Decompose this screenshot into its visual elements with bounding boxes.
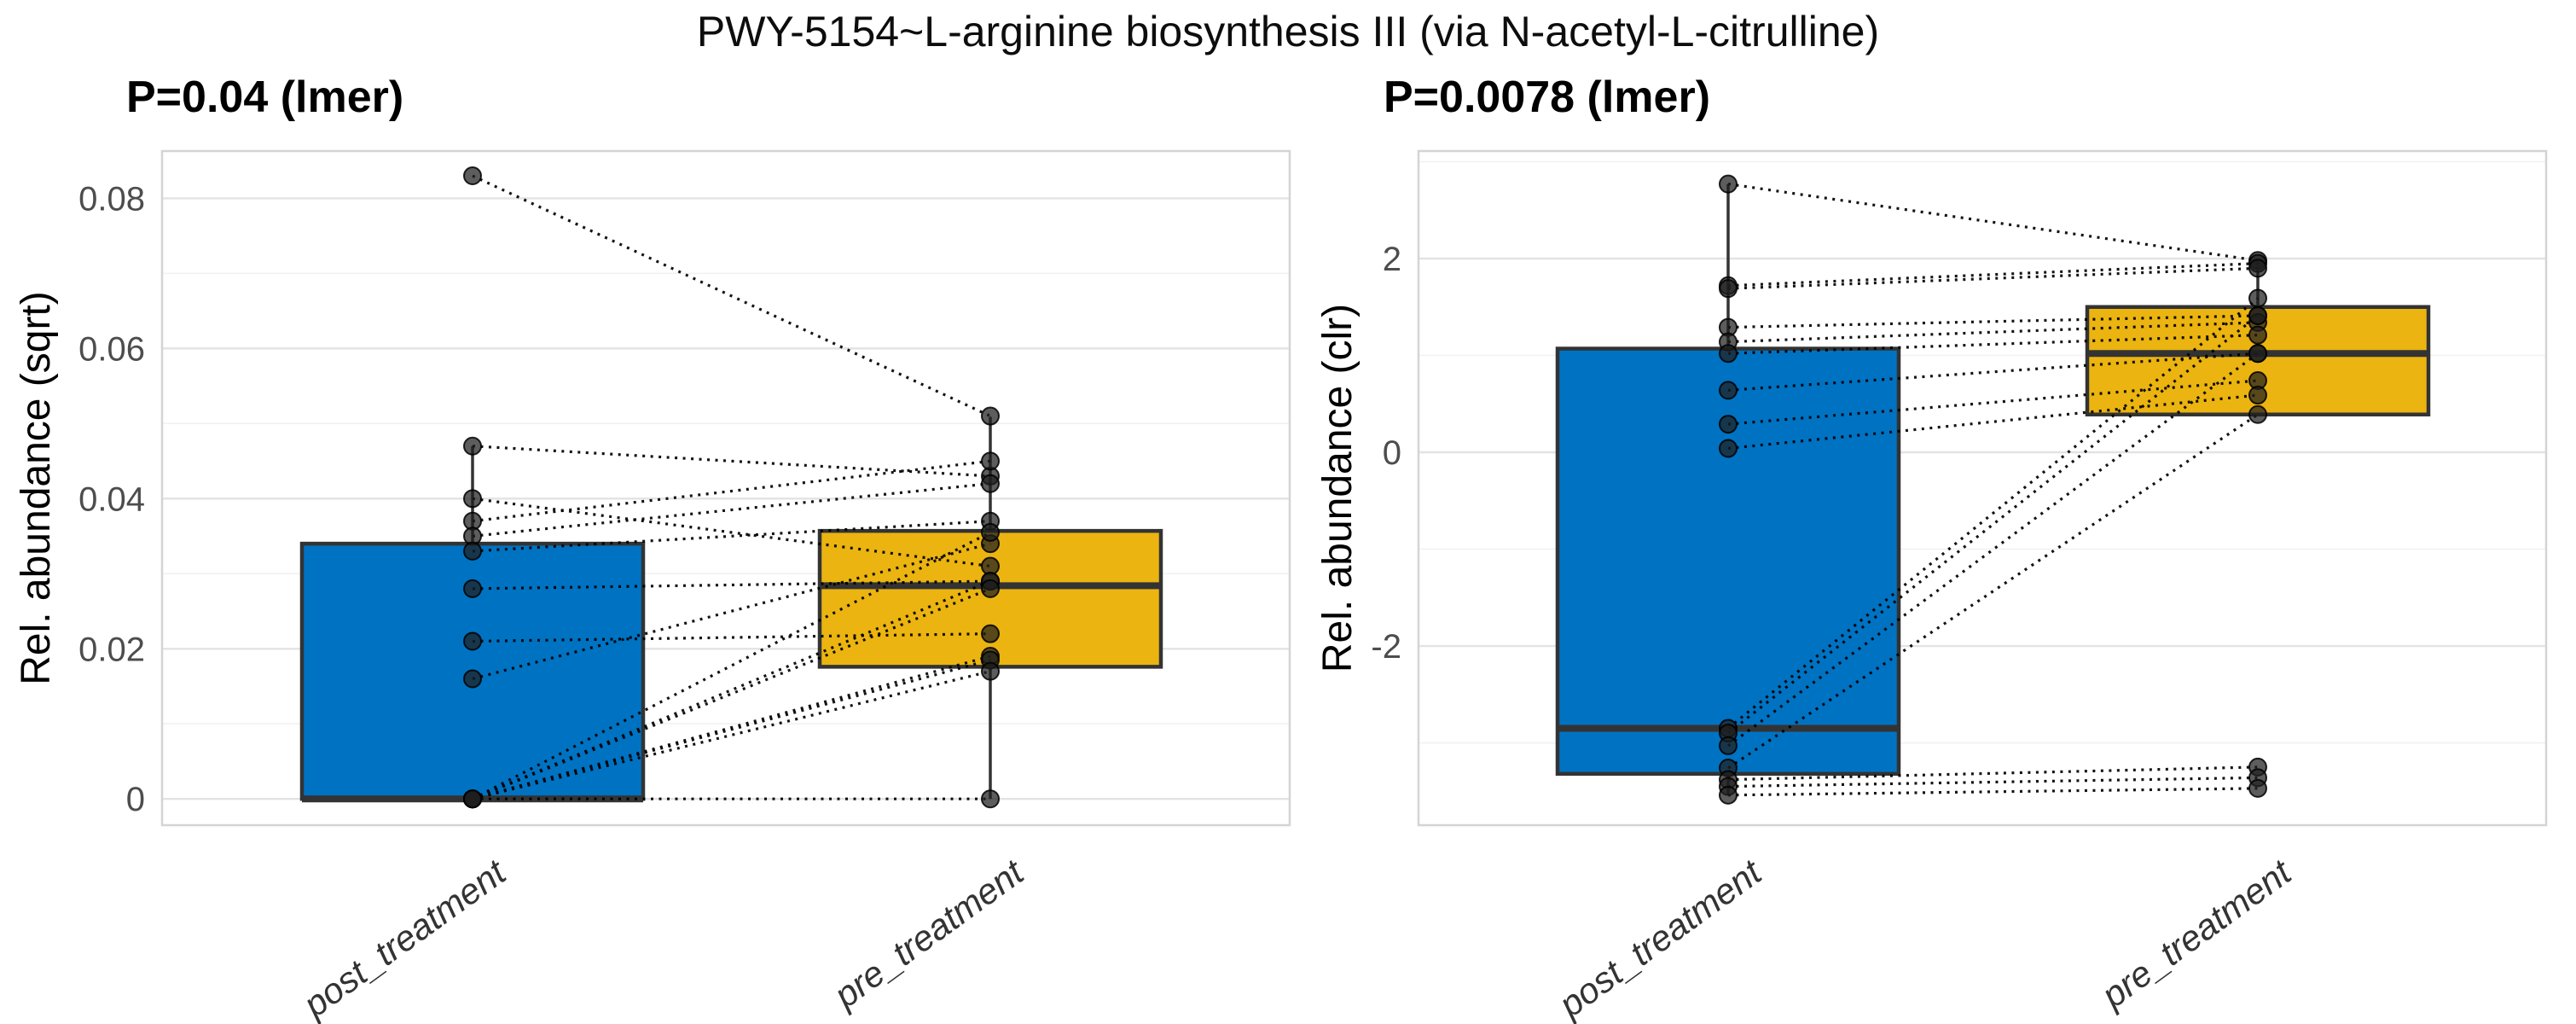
- pair-line: [1727, 183, 2259, 262]
- data-point: [981, 451, 1000, 471]
- data-point: [463, 166, 482, 186]
- data-point: [981, 661, 1000, 681]
- pair-line: [472, 542, 991, 681]
- data-point: [981, 789, 1000, 809]
- data-point: [1719, 439, 1738, 458]
- x-category-label: post_treatment: [1550, 851, 1770, 1024]
- pair-line: [472, 482, 991, 538]
- pair-line: [472, 658, 991, 800]
- data-point: [981, 474, 1000, 493]
- x-category-label: post_treatment: [294, 851, 514, 1024]
- data-point: [2248, 778, 2267, 798]
- pair-line: [472, 632, 991, 643]
- data-point: [981, 624, 1000, 643]
- data-point: [2248, 259, 2267, 278]
- pair-line: [1727, 787, 2259, 797]
- data-point: [2248, 404, 2267, 424]
- panel-left: 0 0.02 0.04 0.06 0.08 Rel. abundance (sqrt) po…: [14, 149, 1291, 1024]
- data-point: [463, 436, 482, 456]
- data-point: [981, 406, 1000, 426]
- data-point: [463, 789, 482, 809]
- x-category-label: pre_treatment: [826, 851, 1033, 1016]
- pair-line: [472, 174, 991, 417]
- data-point: [1719, 415, 1738, 434]
- panel-right-subtitle: P=0.0078 (lmer): [1384, 73, 1711, 122]
- data-point: [463, 541, 482, 561]
- y-tick-label: -2: [1371, 628, 1401, 666]
- data-point: [463, 631, 482, 651]
- y-tick-label: 0.06: [78, 330, 145, 368]
- y-tick-label: 2: [1383, 241, 1401, 278]
- pair-line: [472, 445, 991, 478]
- data-point: [1719, 174, 1738, 194]
- data-point: [1719, 736, 1738, 755]
- figure-title: PWY-5154~L-arginine biosynthesis III (vi…: [696, 8, 1880, 55]
- data-point: [1719, 344, 1738, 364]
- x-category-label: pre_treatment: [2093, 851, 2300, 1016]
- data-point: [463, 579, 482, 598]
- pair-line: [1727, 266, 2259, 290]
- data-point: [2248, 305, 2267, 325]
- data-point: [1719, 279, 1738, 299]
- y-tick-label: 0.04: [78, 480, 145, 518]
- data-point: [1719, 785, 1738, 805]
- y-tick-label: 0: [126, 781, 145, 818]
- pair-line: [1726, 297, 2260, 730]
- pair-line: [1727, 413, 2259, 770]
- y-tick-label: 0: [1383, 434, 1401, 472]
- data-point: [2248, 325, 2267, 345]
- box-pre_treatment: [817, 528, 1163, 669]
- data-point: [981, 579, 1000, 598]
- pair-line: [1727, 776, 2259, 788]
- pair-line: [472, 579, 991, 591]
- panel-border: [160, 149, 1291, 827]
- data-point: [2248, 288, 2267, 308]
- panel-left-subtitle: P=0.04 (lmer): [126, 73, 404, 122]
- data-point: [2248, 386, 2267, 405]
- data-point: [463, 669, 482, 689]
- y-tick-label: 0.02: [78, 631, 145, 668]
- pair-line: [472, 520, 991, 553]
- panel-right: -2 0 2 Rel. abundance (clr) post_treatment pr…: [1315, 149, 2548, 1024]
- box-post_treatment: [1555, 346, 1901, 777]
- panel-border: [1417, 149, 2548, 827]
- data-point: [981, 522, 1000, 542]
- y-axis-title: Rel. abundance (clr): [1315, 304, 1361, 672]
- data-point: [1719, 381, 1738, 400]
- data-point: [463, 489, 482, 509]
- pair-line: [472, 497, 991, 568]
- pair-line: [472, 459, 991, 523]
- y-tick-label: 0.08: [78, 180, 145, 218]
- y-axis-title: Rel. abundance (sqrt): [14, 291, 59, 685]
- data-point: [2248, 344, 2267, 364]
- pair-line: [1727, 262, 2259, 288]
